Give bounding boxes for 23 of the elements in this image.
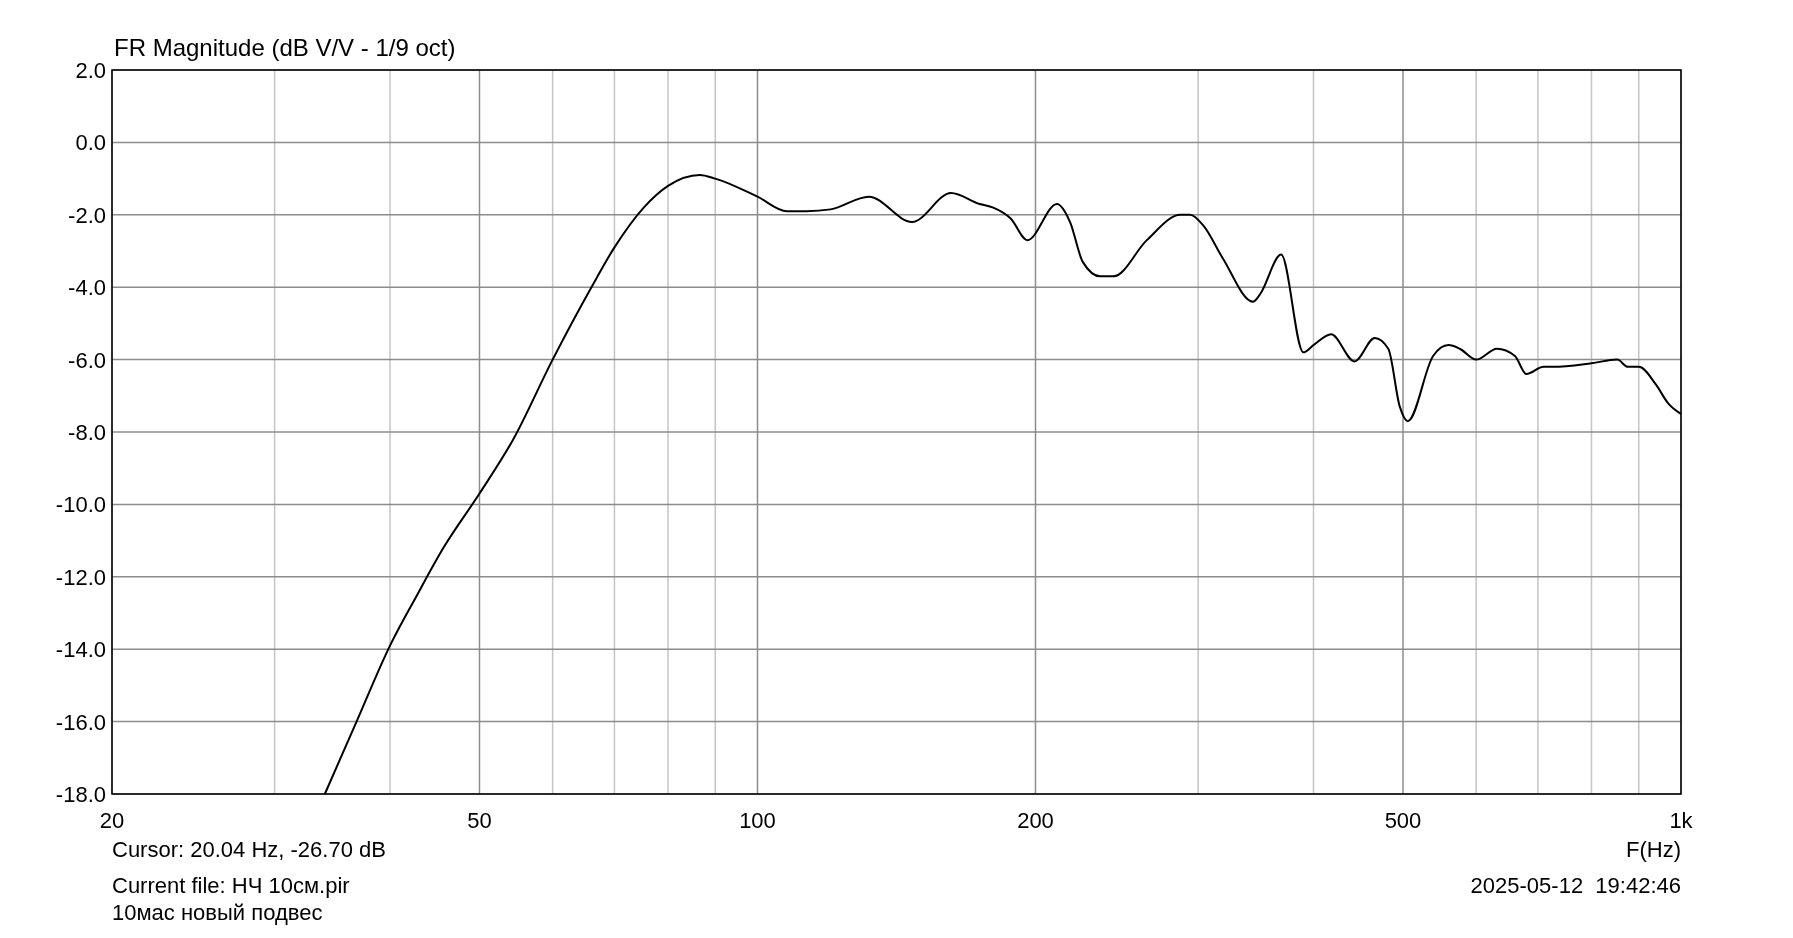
x-tick-label: 100 [739, 808, 776, 833]
x-tick-label: 20 [99, 808, 125, 833]
x-tick-label: 1k [1669, 808, 1694, 833]
y-tick-label: -14.0 [55, 637, 106, 663]
y-tick-label: -16.0 [55, 709, 106, 735]
y-tick-label: 2.0 [75, 58, 106, 83]
text: 2025-05-12 19:42:46 [1470, 873, 1681, 898]
y-tick-label: -18.0 [55, 782, 106, 807]
x-tick-label: 50 [467, 808, 492, 833]
text: Current file: НЧ 10см.pir [112, 873, 350, 898]
y-tick-label: -6.0 [68, 347, 106, 373]
x-axis-title: F(Hz) [1626, 837, 1681, 862]
y-tick-label: -2.0 [68, 202, 106, 228]
x-tick-label: 200 [1017, 808, 1054, 833]
y-tick-label: -12.0 [55, 564, 106, 590]
x-tick-label: 500 [1384, 808, 1422, 833]
chart-title: FR Magnitude (dB V/V - 1/9 oct) [114, 34, 456, 61]
y-tick-label: -8.0 [68, 420, 106, 445]
y-tick-label: -10.0 [55, 492, 106, 518]
y-tick-label: 0.0 [75, 130, 106, 156]
y-tick-label: -4.0 [68, 275, 106, 301]
text: 10мас новый подвес [112, 900, 323, 925]
text: Cursor: 20.04 Hz, -26.70 dB [112, 837, 386, 862]
